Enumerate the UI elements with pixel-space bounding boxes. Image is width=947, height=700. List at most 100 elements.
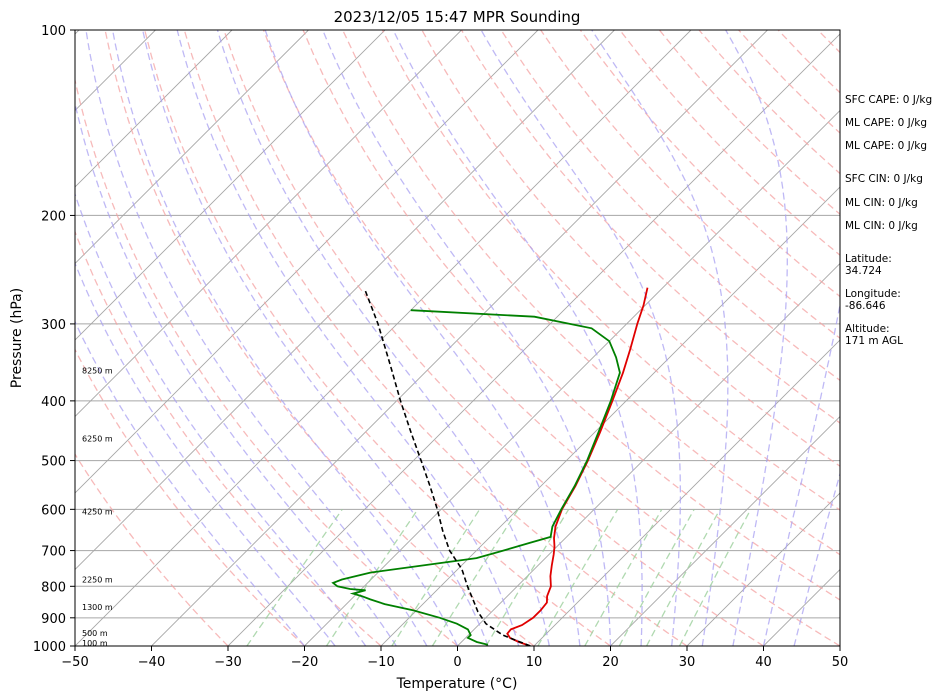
y-tick-label: 600 bbox=[41, 503, 66, 518]
height-label: 500 m bbox=[82, 629, 108, 638]
dry-adiabat-line bbox=[104, 30, 535, 646]
x-tick-label: 10 bbox=[526, 655, 543, 670]
mixing-ratio-line bbox=[485, 508, 570, 646]
dewpoint-profile bbox=[331, 309, 621, 646]
annotation-longitude: Longitude: bbox=[845, 288, 901, 300]
isotherm-line bbox=[75, 30, 309, 265]
temperature-profile bbox=[506, 287, 649, 646]
height-label: 4250 m bbox=[82, 508, 113, 517]
annotation-sfc_cin: SFC CIN: 0 J/kg bbox=[845, 173, 923, 185]
dry-adiabat-line bbox=[579, 30, 840, 298]
isotherm-line bbox=[75, 30, 615, 571]
y-tick-label: 200 bbox=[41, 209, 66, 224]
dry-adiabat-line bbox=[75, 230, 382, 646]
dry-adiabat-line bbox=[381, 30, 840, 511]
moist-adiabat-line bbox=[216, 30, 550, 646]
height-label: 100 m bbox=[82, 639, 108, 648]
y-tick-label: 300 bbox=[41, 318, 66, 333]
dry-adiabat-line bbox=[223, 30, 764, 646]
annotation-ml_cape_1: ML CAPE: 0 J/kg bbox=[845, 117, 927, 129]
isotherm-line bbox=[686, 492, 840, 646]
isotherm-line bbox=[227, 33, 840, 646]
height-label: 8250 m bbox=[82, 366, 113, 375]
dry-adiabat-line bbox=[262, 30, 840, 646]
sounding-profiles bbox=[331, 287, 649, 646]
y-tick-label: 700 bbox=[41, 545, 66, 560]
isotherm-line bbox=[75, 30, 233, 188]
x-tick-label: −10 bbox=[367, 655, 394, 670]
y-tick-label: 500 bbox=[41, 455, 66, 470]
isotherm-line bbox=[75, 30, 462, 418]
moist-adiabat-line bbox=[85, 30, 428, 646]
moist-adiabat-line bbox=[264, 30, 581, 646]
isotherm-line bbox=[0, 30, 3, 646]
annotation-ml_cin_1: ML CIN: 0 J/kg bbox=[845, 197, 918, 209]
x-tick-label: −30 bbox=[214, 655, 241, 670]
moist-adiabat-line bbox=[322, 30, 612, 646]
moist-adiabat-line bbox=[75, 320, 305, 646]
dry-adiabat-line bbox=[144, 30, 611, 646]
y-tick-label: 900 bbox=[41, 612, 66, 627]
moist-adiabat-line bbox=[762, 301, 840, 646]
x-tick-label: −50 bbox=[61, 655, 88, 670]
annotation-sfc_cape: SFC CAPE: 0 J/kg bbox=[845, 94, 932, 106]
moist-adiabat-line bbox=[111, 30, 459, 646]
x-axis: −50 −40 −30 −20 −10 0 10 20 30 40 50 bbox=[61, 646, 848, 670]
parcel-profile bbox=[364, 290, 531, 646]
mixing-ratio-line bbox=[646, 508, 721, 646]
height-label: 6250 m bbox=[82, 434, 113, 443]
dry-adiabat-line bbox=[500, 30, 840, 382]
x-axis-label: Temperature (°C) bbox=[396, 676, 518, 692]
moist-adiabat-line bbox=[142, 30, 489, 646]
mixing-ratio-line bbox=[325, 508, 419, 646]
isotherm-line bbox=[380, 186, 840, 646]
annotation-ml_cape_2: ML CAPE: 0 J/kg bbox=[845, 140, 927, 152]
isotherm-line bbox=[533, 339, 840, 646]
mixing-ratio-line bbox=[537, 508, 619, 646]
height-label: 2250 m bbox=[82, 576, 113, 585]
y-tick-label: 800 bbox=[41, 580, 66, 595]
mixing-ratio-line bbox=[678, 508, 752, 646]
dry-adiabat-line bbox=[75, 77, 458, 646]
mixing-ratio-line bbox=[618, 508, 695, 646]
dry-adiabat-line bbox=[302, 30, 840, 601]
chart-title: 2023/12/05 15:47 MPR Sounding bbox=[334, 8, 581, 26]
x-tick-label: 20 bbox=[602, 655, 619, 670]
dry-adiabat-line bbox=[540, 30, 840, 340]
annotation-latitude: Latitude: bbox=[845, 253, 892, 265]
y-tick-label: 1000 bbox=[33, 640, 66, 655]
y-axis: 1000 900 800 700 600 500 400 300 200 100 bbox=[33, 24, 75, 655]
x-tick-label: −20 bbox=[291, 655, 318, 670]
isotherm-line bbox=[75, 30, 539, 494]
moist-adiabat-line bbox=[480, 30, 682, 646]
annotation-altitude-value: 171 m AGL bbox=[845, 335, 903, 347]
y-tick-label: 100 bbox=[41, 24, 66, 39]
moist-adiabat-line bbox=[392, 30, 643, 646]
annotation-altitude: Altitude: bbox=[845, 323, 890, 335]
isotherm-line bbox=[304, 109, 840, 646]
height-label: 1300 m bbox=[82, 603, 113, 612]
dry-adiabat-line bbox=[460, 30, 840, 424]
annotation-ml_cin_2: ML CIN: 0 J/kg bbox=[845, 220, 918, 232]
mixing-ratio-line bbox=[431, 508, 519, 646]
x-tick-label: 0 bbox=[453, 655, 461, 670]
mixing-ratio-line bbox=[246, 508, 343, 646]
moist-adiabat-line bbox=[176, 30, 520, 646]
isotherm-line bbox=[610, 415, 840, 646]
moist-adiabat-line bbox=[725, 30, 788, 646]
mixing-ratio-line bbox=[584, 508, 663, 646]
dry-adiabat-line bbox=[75, 348, 305, 646]
moist-adiabat-line bbox=[793, 471, 840, 646]
isotherm-line bbox=[151, 30, 768, 646]
side-annotations: SFC CAPE: 0 J/kg ML CAPE: 0 J/kg ML CAPE: … bbox=[845, 94, 932, 347]
dry-adiabat-line bbox=[183, 30, 688, 646]
moist-adiabat-line bbox=[75, 100, 397, 646]
dry-adiabat-line bbox=[342, 30, 840, 556]
plot-frame bbox=[74, 29, 841, 647]
moist-adiabat-line bbox=[75, 261, 336, 646]
mixing-ratio-line bbox=[391, 508, 481, 646]
y-tick-label: 400 bbox=[41, 395, 66, 410]
moist-adiabat-line bbox=[75, 192, 367, 646]
